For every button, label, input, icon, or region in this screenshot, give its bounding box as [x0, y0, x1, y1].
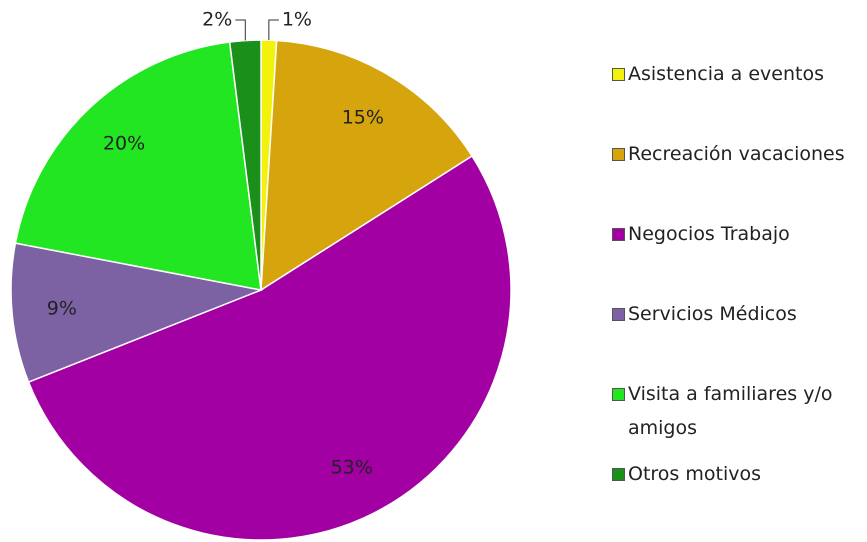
legend-label: Negocios Trabajo — [628, 223, 790, 245]
legend-label: Asistencia a eventos — [628, 63, 824, 85]
data-label: 1% — [282, 9, 312, 31]
pie-slice — [10, 242, 264, 384]
pie-area: 1% 15% 53% 9% 20% 2% — [10, 9, 512, 541]
legend-item: Visita a familiares y/o amigos — [612, 377, 867, 445]
legend-swatch — [612, 388, 625, 401]
legend-item: Negocios Trabajo — [612, 217, 790, 251]
legend-label: Visita a familiares y/o amigos — [628, 383, 833, 439]
legend-swatch — [612, 68, 625, 81]
legend-swatch — [612, 148, 625, 161]
legend-swatch — [612, 228, 625, 241]
leader-line — [268, 19, 279, 41]
data-label: 15% — [342, 106, 384, 128]
leader-line — [235, 19, 246, 41]
legend-swatch — [612, 308, 625, 321]
data-label: 2% — [202, 9, 232, 31]
data-label: 9% — [47, 297, 77, 319]
legend-label: Recreación vacaciones — [628, 143, 845, 165]
pie-slice — [27, 155, 512, 541]
legend-item: Recreación vacaciones — [612, 137, 845, 171]
legend-label: Servicios Médicos — [628, 303, 797, 325]
legend-item: Otros motivos — [612, 457, 761, 491]
data-label: 53% — [331, 457, 373, 479]
pie-slice — [14, 41, 262, 291]
legend-item: Servicios Médicos — [612, 297, 797, 331]
legend-label: Otros motivos — [628, 463, 761, 485]
legend-swatch — [612, 468, 625, 481]
legend-item: Asistencia a eventos — [612, 57, 824, 91]
pie-slice — [260, 39, 474, 292]
data-label: 20% — [103, 133, 145, 155]
